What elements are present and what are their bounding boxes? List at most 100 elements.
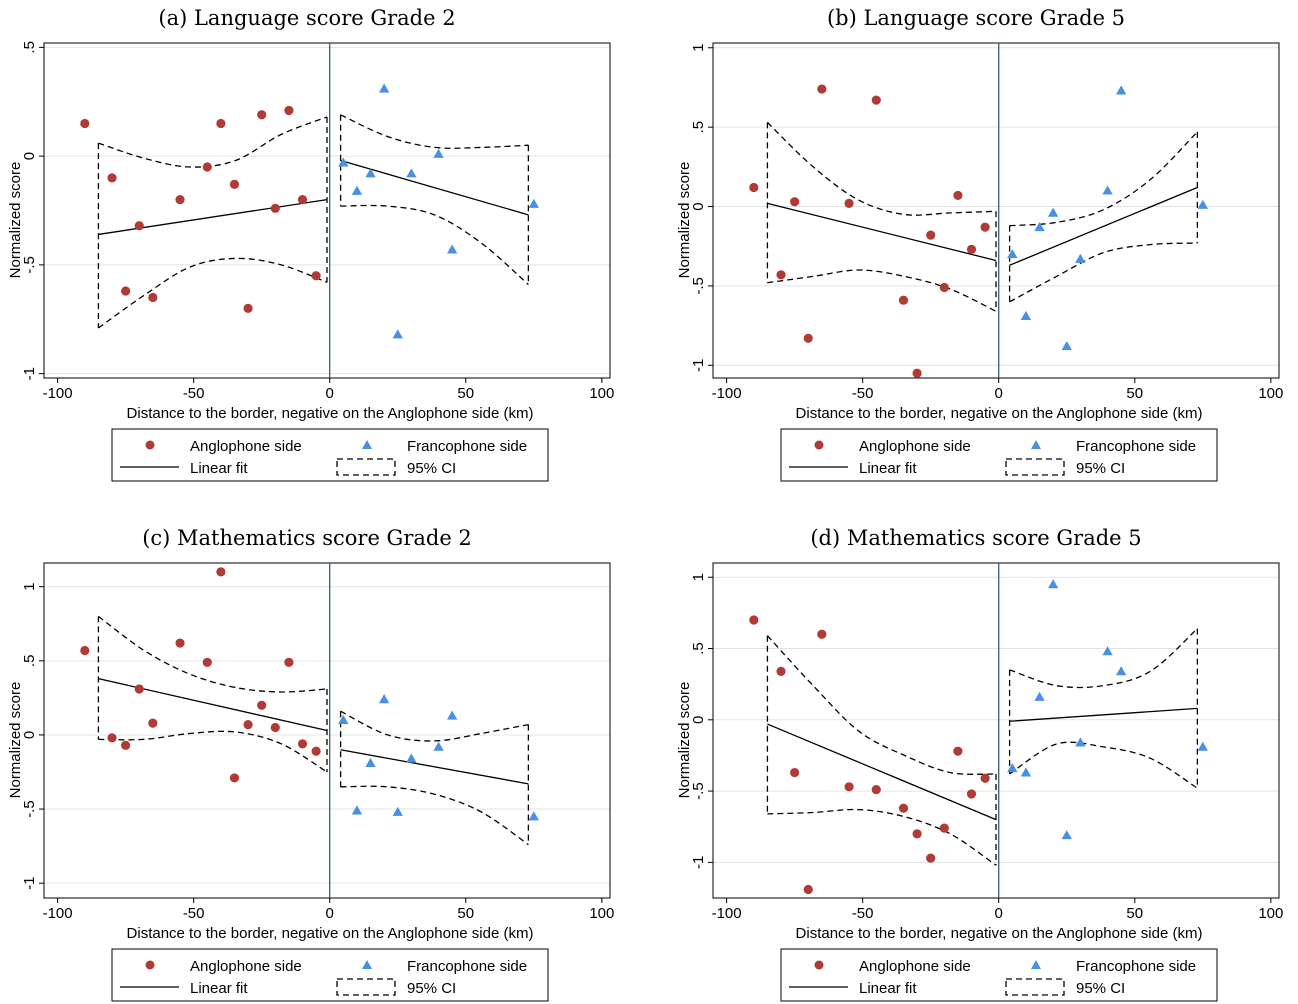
- x-tick-label: 50: [1126, 905, 1143, 922]
- panel-b-ylabel: Normalized score: [676, 162, 693, 279]
- francophone-point: [1061, 341, 1072, 351]
- ci-upper-anglophone: [98, 615, 328, 693]
- y-tick-label: -.5: [21, 800, 38, 818]
- ci-lower-francophone: [1009, 242, 1198, 303]
- plot-frame: [43, 562, 611, 899]
- panel-a: (a) Language score Grade 2 -1 -.5 0 .5 -100 -…: [7, 6, 614, 482]
- anglophone-point: [871, 785, 881, 795]
- x-tick-label: -50: [183, 385, 205, 402]
- ci-upper-francophone: [1009, 628, 1198, 689]
- legend-anglophone-marker: [814, 960, 824, 970]
- francophone-point: [1102, 646, 1113, 656]
- ci-upper-anglophone: [98, 116, 328, 168]
- panel-d-legend: Anglophone side Francophone side Linear …: [780, 948, 1218, 1002]
- x-tick-label: -100: [43, 385, 73, 402]
- panel-d-xlabel: Distance to the border, negative on the …: [796, 925, 1203, 942]
- francophone-point: [1061, 830, 1072, 840]
- francophone-point: [1197, 741, 1209, 751]
- legend-francophone-label: Francophone side: [1076, 958, 1196, 975]
- anglophone-point: [175, 638, 185, 648]
- francophone-point: [528, 198, 540, 208]
- x-tick-label: -100: [43, 905, 73, 922]
- y-tick-label: 0: [21, 731, 38, 739]
- francophone-point: [1047, 207, 1059, 217]
- anglophone-point: [216, 118, 226, 129]
- fit-line-anglophone: [767, 202, 997, 262]
- anglophone-point: [939, 823, 949, 833]
- fit-line-anglophone: [767, 723, 997, 821]
- anglophone-point: [107, 733, 117, 743]
- y-tick-label: .5: [690, 642, 707, 655]
- anglophone-point: [216, 567, 226, 577]
- y-tick-label: -.5: [21, 256, 38, 274]
- x-tick-label: -50: [852, 905, 874, 922]
- x-tick-label: 0: [995, 385, 1003, 402]
- fit-line-francophone: [1009, 707, 1198, 722]
- x-tick-label: -100: [712, 385, 742, 402]
- anglophone-point: [898, 803, 909, 813]
- francophone-point: [338, 714, 349, 725]
- ci-lower-anglophone: [98, 730, 328, 773]
- anglophone-point: [817, 629, 827, 639]
- francophone-point: [1047, 579, 1059, 589]
- francophone-point: [1075, 737, 1086, 747]
- legend-ci-swatch: [1005, 978, 1065, 996]
- panel-a-legend: Anglophone side Francophone side Linear …: [111, 428, 549, 482]
- ci-upper-francophone: [340, 710, 529, 742]
- anglophone-point: [80, 645, 90, 656]
- y-tick-label: 1: [690, 573, 707, 581]
- anglophone-point: [953, 190, 963, 201]
- francophone-point: [378, 694, 390, 704]
- anglophone-point: [229, 179, 240, 189]
- anglophone-point: [790, 767, 800, 778]
- legend-fit-label: Linear fit: [859, 460, 917, 477]
- legend-anglophone-marker: [145, 440, 155, 450]
- fit-line-francophone: [340, 159, 529, 216]
- legend-ci-label: 95% CI: [407, 460, 456, 477]
- panel-c-ylabel: Normalized score: [7, 682, 24, 799]
- y-tick-label: -.5: [690, 782, 707, 800]
- francophone-point: [1034, 221, 1045, 232]
- anglophone-point: [980, 773, 990, 783]
- anglophone-point: [270, 722, 280, 733]
- legend-ci-swatch: [1005, 458, 1065, 476]
- francophone-point: [392, 806, 403, 816]
- anglophone-point: [202, 657, 212, 667]
- y-tick-label: -1: [21, 367, 38, 380]
- anglophone-point: [966, 789, 977, 799]
- francophone-point: [433, 148, 444, 158]
- anglophone-point: [270, 203, 280, 213]
- anglophone-point: [926, 230, 936, 240]
- panel-b-legend: Anglophone side Francophone side Linear …: [780, 428, 1218, 482]
- legend-francophone-marker: [1031, 440, 1041, 449]
- francophone-point: [1102, 185, 1113, 195]
- panel-c: (c) Mathematics score Grade 2 -1 -.5 0 .5 1 -…: [7, 526, 614, 1002]
- francophone-point: [392, 329, 403, 339]
- y-tick-label: 0: [21, 152, 38, 160]
- legend-fit-label: Linear fit: [859, 980, 917, 997]
- legend-francophone-label: Francophone side: [1076, 438, 1196, 455]
- plot-frame: [712, 42, 1280, 379]
- legend-francophone-label: Francophone side: [407, 958, 527, 975]
- francophone-point: [1007, 763, 1018, 773]
- x-tick-label: 50: [1126, 385, 1143, 402]
- anglophone-point: [243, 303, 253, 313]
- anglophone-point: [980, 222, 990, 232]
- anglophone-point: [148, 292, 158, 303]
- panel-d-ylabel: Normalized score: [676, 682, 693, 799]
- ci-upper-anglophone: [766, 121, 997, 216]
- anglophone-point: [776, 270, 786, 280]
- panel-a-xlabel: Distance to the border, negative on the …: [127, 405, 534, 422]
- panel-d-title: (d) Mathematics score Grade 5: [810, 526, 1141, 550]
- francophone-point: [1020, 310, 1032, 320]
- anglophone-point: [134, 221, 144, 231]
- panel-d: (d) Mathematics score Grade 5 -1 -.5 0 .5 1 -…: [676, 526, 1283, 1002]
- plot-frame: [43, 42, 611, 379]
- x-tick-label: -50: [852, 385, 874, 402]
- anglophone-point: [148, 718, 158, 728]
- francophone-point: [528, 811, 540, 821]
- anglophone-point: [297, 739, 308, 749]
- ci-lower-francophone: [1009, 741, 1198, 789]
- y-tick-label: .5: [690, 121, 707, 134]
